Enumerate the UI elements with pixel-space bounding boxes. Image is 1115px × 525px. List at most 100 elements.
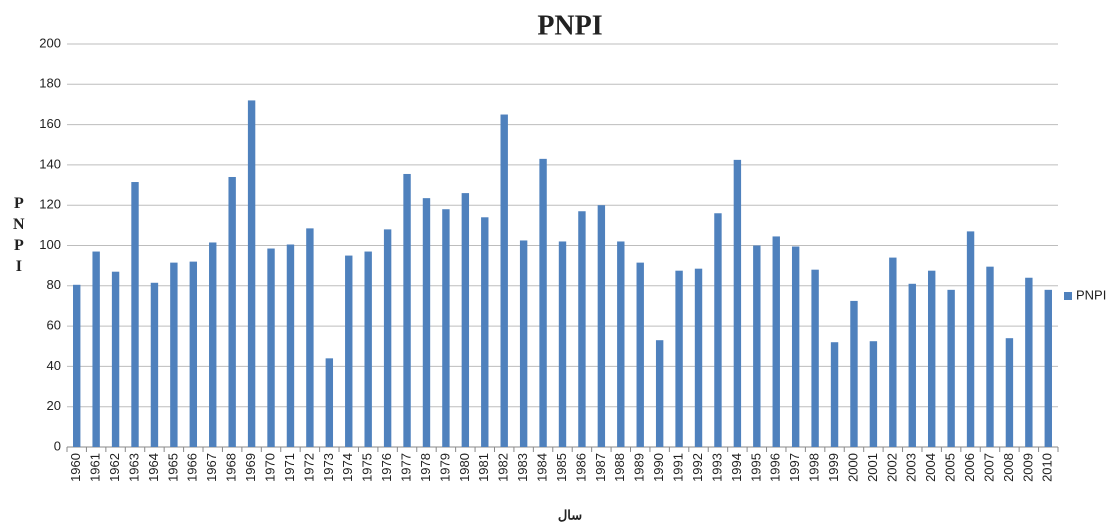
x-tick-label: 1961 [88,453,103,482]
bar [461,193,470,447]
bar [286,244,295,447]
bar [1005,338,1014,447]
bar [500,114,508,448]
bar [791,246,800,447]
bar [733,159,742,448]
bar [714,213,722,447]
legend-swatch [1064,292,1072,300]
y-tick-label: 100 [39,237,61,252]
legend-label: PNPI [1076,287,1106,302]
x-tick-label: 1998 [807,453,822,482]
x-tick-label: 1980 [457,453,472,482]
x-tick-label: 2006 [962,453,977,482]
bar [422,198,431,447]
bar [753,245,761,447]
x-tick-label: 1984 [535,453,550,482]
bar [772,236,780,447]
x-tick-label: 1994 [729,453,744,482]
x-tick-label: 1992 [690,453,705,482]
x-tick-label: 1972 [301,453,316,482]
bar [850,300,858,447]
x-tick-label: 2001 [865,453,880,482]
bar [170,262,178,447]
bar [150,282,159,447]
x-tick-label: 1987 [593,453,608,482]
y-tick-label: 140 [39,156,61,171]
bar [345,255,353,447]
bar [209,242,217,447]
x-tick-label: 2008 [1001,453,1016,482]
bar [889,257,897,447]
bar [364,251,372,447]
x-tick-label: 2009 [1020,453,1035,482]
bar [1025,277,1033,447]
bar [811,269,819,447]
bar [597,205,606,447]
x-tick-label: 1978 [418,453,433,482]
y-tick-label: 40 [47,358,61,373]
x-tick-label: 1973 [321,453,336,482]
x-tick-label: 2010 [1040,453,1055,482]
bar [325,358,334,447]
x-tick-label: 2005 [943,453,958,482]
bar [73,284,81,447]
y-tick-label: 160 [39,116,61,131]
bar [383,229,392,447]
x-tick-label: 1991 [671,453,686,482]
x-tick-label: 1985 [554,453,569,482]
bar [189,261,198,447]
bar [927,270,936,447]
y-tick-label: 0 [54,438,61,453]
x-tick-label: 2007 [981,453,996,482]
x-tick-label: 1996 [768,453,783,482]
x-tick-label: 2004 [923,453,938,482]
x-tick-label: 1989 [632,453,647,482]
bar [617,241,625,447]
bar [267,248,275,447]
bar [228,176,236,448]
x-tick-label: 1967 [204,453,219,482]
y-tick-label: 180 [39,76,61,91]
bar [403,173,411,447]
x-tick-label: 1963 [126,453,141,482]
x-tick-label: 1964 [146,453,161,482]
x-tick-label: 1960 [68,453,83,482]
y-axis-title: PNPI [10,195,27,279]
bar [655,340,664,447]
bar [539,158,547,448]
bar [1044,289,1052,447]
chart-title: PNPI [537,10,602,41]
bar [247,100,256,448]
bar [869,341,878,447]
bar [92,251,100,447]
x-tick-label: 1962 [107,453,122,482]
x-tick-label: 1971 [282,453,297,482]
x-tick-label: 1990 [651,453,666,482]
x-tick-label: 1975 [360,453,375,482]
x-tick-label: 1965 [165,453,180,482]
bar [306,228,314,447]
x-tick-label: 1977 [398,453,413,482]
x-tick-label: 1969 [243,453,258,482]
x-axis-title: سال [558,507,582,522]
y-tick-label: 60 [47,318,61,333]
bar [675,270,683,447]
x-tick-label: 1993 [709,453,724,482]
bar [131,182,139,447]
bar [966,231,975,447]
bar [111,271,120,447]
bar [558,241,567,447]
bar [578,211,586,447]
x-tick-label: 1979 [437,453,452,482]
x-tick-label: 2003 [904,453,919,482]
x-tick-label: 1968 [224,453,239,482]
x-tick-label: 2000 [845,453,860,482]
x-tick-label: 1976 [379,453,394,482]
x-tick-label: 1995 [748,453,763,482]
y-tick-label: 120 [39,197,61,212]
bar [519,240,528,447]
bar [908,283,916,447]
x-tick-label: 1983 [515,453,530,482]
